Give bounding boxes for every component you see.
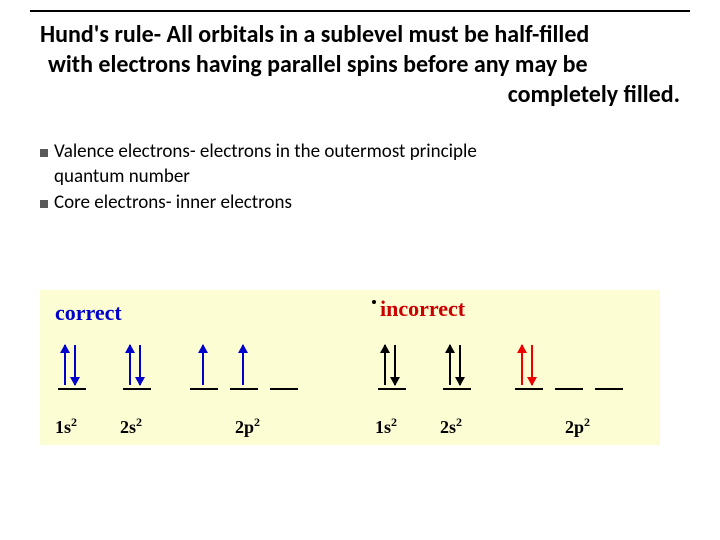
orbital-line bbox=[270, 388, 298, 390]
spin-down-arrow-icon bbox=[459, 345, 461, 385]
dot-icon bbox=[372, 300, 376, 304]
spin-up-arrow-icon bbox=[64, 345, 66, 385]
bullet-square-icon bbox=[40, 149, 48, 157]
orbital-label: 2s2 bbox=[440, 415, 462, 438]
title-line-2: with electrons having parallel spins bef… bbox=[40, 50, 680, 80]
spin-down-arrow-icon bbox=[139, 345, 141, 385]
bullet-item: Core electrons- inner electrons bbox=[40, 191, 500, 216]
orbital-label: 2p2 bbox=[565, 415, 590, 438]
orbital-line bbox=[555, 388, 583, 390]
orbital-diagram: correct incorrect 1s2 2s2 2p2 1s2 2s2 2p2 bbox=[40, 290, 660, 445]
orbital-label: 1s2 bbox=[55, 415, 77, 438]
title-line-3: completely filled. bbox=[40, 80, 680, 110]
spin-up-arrow-icon bbox=[202, 345, 204, 385]
orbital-line bbox=[378, 388, 406, 390]
bullet-item: Valence electrons- electrons in the oute… bbox=[40, 140, 500, 189]
bullet-text: Valence electrons- electrons in the oute… bbox=[54, 140, 500, 189]
spin-down-arrow-icon bbox=[394, 345, 396, 385]
bullet-square-icon bbox=[40, 200, 48, 208]
spin-up-arrow-icon bbox=[242, 345, 244, 385]
spin-up-arrow-icon bbox=[521, 345, 523, 385]
spin-up-arrow-icon bbox=[384, 345, 386, 385]
spin-up-arrow-icon bbox=[129, 345, 131, 385]
body-text: Valence electrons- electrons in the oute… bbox=[40, 140, 500, 218]
correct-label: correct bbox=[55, 300, 122, 326]
orbital-line bbox=[515, 388, 543, 390]
orbital-line bbox=[123, 388, 151, 390]
spin-down-arrow-icon bbox=[531, 345, 533, 385]
title-line-1: Hund's rule- All orbitals in a sublevel … bbox=[40, 20, 680, 50]
orbital-label: 2s2 bbox=[120, 415, 142, 438]
orbital-line bbox=[58, 388, 86, 390]
orbital-line bbox=[230, 388, 258, 390]
orbital-line bbox=[190, 388, 218, 390]
orbital-line bbox=[595, 388, 623, 390]
orbital-label: 2p2 bbox=[235, 415, 260, 438]
incorrect-label: incorrect bbox=[380, 296, 465, 322]
orbital-label: 1s2 bbox=[375, 415, 397, 438]
spin-down-arrow-icon bbox=[74, 345, 76, 385]
header-rule bbox=[30, 10, 690, 12]
spin-up-arrow-icon bbox=[449, 345, 451, 385]
orbital-line bbox=[443, 388, 471, 390]
slide-title: Hund's rule- All orbitals in a sublevel … bbox=[40, 20, 680, 110]
bullet-text: Core electrons- inner electrons bbox=[54, 191, 292, 216]
